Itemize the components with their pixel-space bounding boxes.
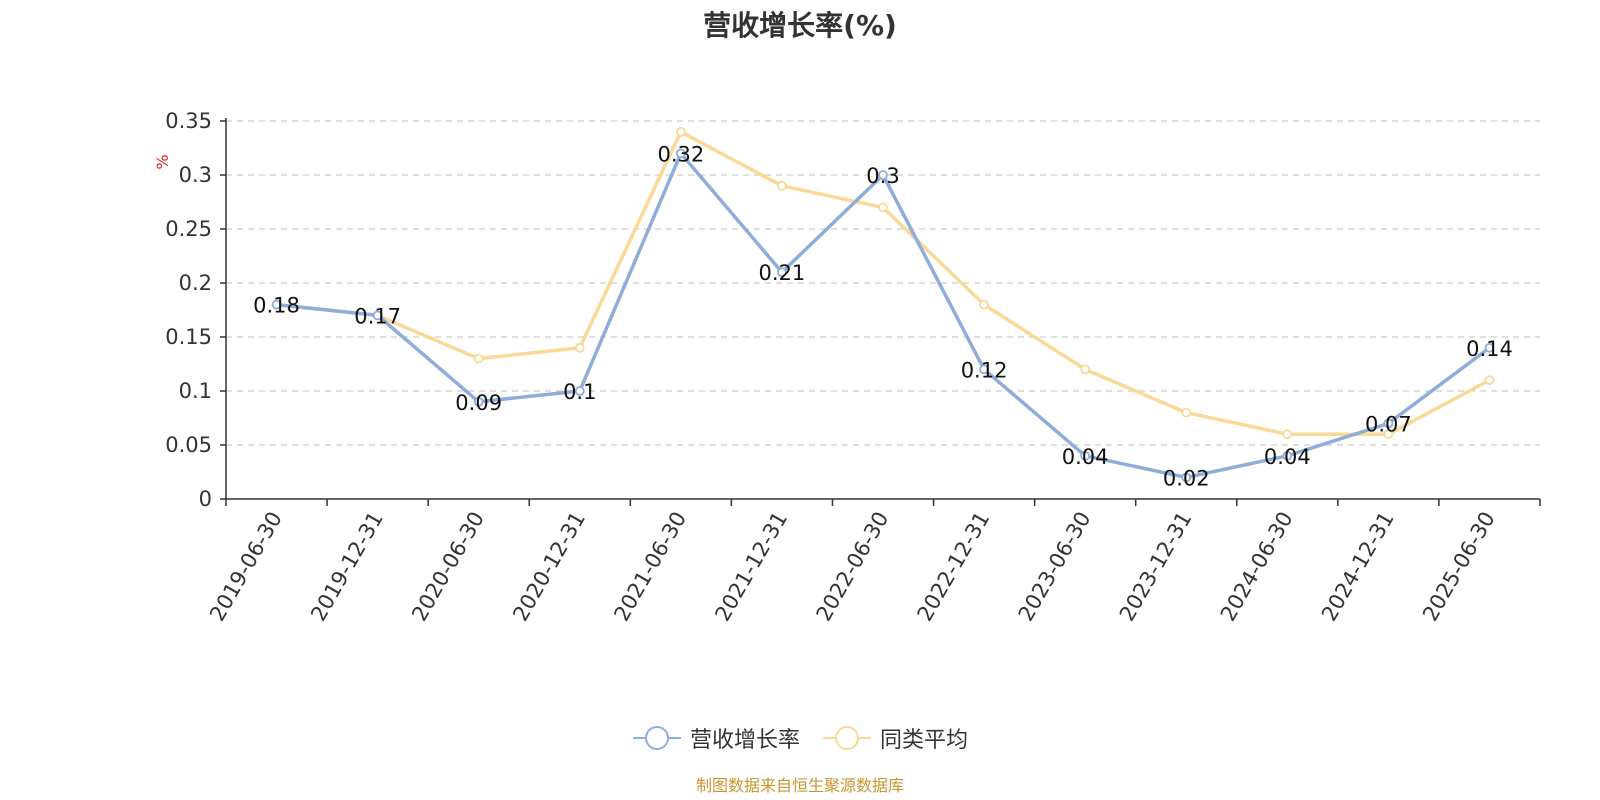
legend-swatch-marker xyxy=(644,726,669,750)
x-tick-label: 2023-06-30 xyxy=(1014,508,1096,626)
data-point xyxy=(271,299,282,310)
y-tick-label: 0.35 xyxy=(165,109,212,133)
data-label: 0.02 xyxy=(1163,466,1210,490)
series-line xyxy=(274,151,1492,480)
x-tick-label: 2024-12-31 xyxy=(1317,508,1399,626)
data-point xyxy=(1383,418,1394,429)
x-tick-label: 2025-06-30 xyxy=(1418,508,1500,626)
data-point xyxy=(1181,407,1192,418)
data-label: 0.14 xyxy=(1466,337,1513,361)
data-point xyxy=(1080,364,1091,375)
data-point xyxy=(979,364,989,375)
x-tick-label: 2019-12-31 xyxy=(306,508,388,626)
y-tick-label: 0.2 xyxy=(179,271,212,295)
data-label: 0.09 xyxy=(455,391,502,415)
data-point xyxy=(675,126,686,137)
line-chart: 0 0.05 0.1 0.15 0.2 0.25 0.3 0.35% 2019-06-30 201… xyxy=(153,109,1541,626)
data-point xyxy=(1484,342,1495,353)
data-point xyxy=(979,299,989,310)
data-point xyxy=(574,342,585,353)
data-point xyxy=(1282,429,1293,440)
legend-swatch xyxy=(823,726,871,750)
data-point xyxy=(473,396,484,407)
data-point xyxy=(878,202,888,213)
data-label: 0.21 xyxy=(759,261,806,285)
data-point xyxy=(1080,450,1091,461)
data-point xyxy=(675,148,686,159)
series-lines xyxy=(271,126,1495,483)
data-label: 0.18 xyxy=(253,294,300,318)
data-point xyxy=(574,386,585,396)
y-tick-label: 0.1 xyxy=(179,379,212,403)
y-axis-label: % xyxy=(153,154,172,169)
data-point xyxy=(473,353,484,364)
y-tick-label: 0.05 xyxy=(165,433,212,457)
data-point xyxy=(1282,450,1293,461)
legend-swatch-marker xyxy=(835,726,859,750)
data-point xyxy=(1484,375,1495,386)
data-label: 0.04 xyxy=(1062,445,1109,469)
legend: 营收增长率 同类平均 xyxy=(0,720,1600,756)
data-label: 0.1 xyxy=(563,380,596,404)
axes: 0 0.05 0.1 0.15 0.2 0.25 0.3 0.35% 2019-06-30 201… xyxy=(153,109,1541,626)
data-label: 0.32 xyxy=(657,142,704,166)
data-point xyxy=(777,180,787,191)
data-label: 0.07 xyxy=(1365,412,1412,436)
legend-item[interactable]: 同类平均 xyxy=(822,722,968,754)
x-tick-label: 2024-06-30 xyxy=(1216,508,1298,626)
y-tick-label: 0 xyxy=(199,487,212,511)
x-tick-label: 2022-12-31 xyxy=(913,508,995,626)
data-point xyxy=(372,310,383,321)
legend-item[interactable]: 营收增长率 xyxy=(632,722,800,754)
x-tick-label: 2021-06-30 xyxy=(609,508,691,626)
y-tick-label: 0.15 xyxy=(165,325,212,349)
legend-label: 同类平均 xyxy=(880,728,969,753)
legend-swatch xyxy=(632,726,681,750)
x-tick-label: 2021-12-31 xyxy=(710,508,792,626)
data-point xyxy=(878,170,888,180)
x-tick-label: 2023-12-31 xyxy=(1115,508,1197,626)
data-point xyxy=(777,267,787,278)
data-label: 0.04 xyxy=(1264,445,1311,469)
x-tick-label: 2019-06-30 xyxy=(205,508,287,626)
source-note: 制图数据来自恒生聚源数据库 xyxy=(695,776,904,795)
legend-label: 营收增长率 xyxy=(689,728,800,753)
y-tick-label: 0.3 xyxy=(179,163,212,187)
data-label: 0.3 xyxy=(866,164,899,188)
x-tick-label: 2020-12-31 xyxy=(508,508,590,626)
y-tick-label: 0.25 xyxy=(165,217,212,241)
chart-title: 营收增长率(%) xyxy=(703,9,897,42)
x-tick-label: 2020-06-30 xyxy=(407,508,489,626)
x-tick-label: 2022-06-30 xyxy=(812,508,894,626)
data-label: 0.12 xyxy=(961,358,1008,382)
data-point xyxy=(1181,472,1192,483)
data-labels: 0.18 0.17 0.09 0.1 0.32 0.21 0.3 0.12 0.04 0.02 0.… xyxy=(253,142,1513,490)
data-label: 0.17 xyxy=(354,304,401,328)
data-point xyxy=(1383,429,1394,440)
